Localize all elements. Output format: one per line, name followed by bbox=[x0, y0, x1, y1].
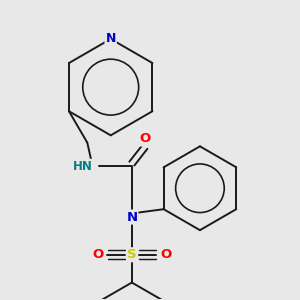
Text: O: O bbox=[92, 248, 103, 261]
Text: O: O bbox=[139, 133, 151, 146]
Text: O: O bbox=[160, 248, 172, 261]
Text: N: N bbox=[106, 32, 116, 45]
Text: HN: HN bbox=[73, 160, 93, 173]
Text: N: N bbox=[126, 211, 137, 224]
Text: S: S bbox=[127, 248, 136, 261]
